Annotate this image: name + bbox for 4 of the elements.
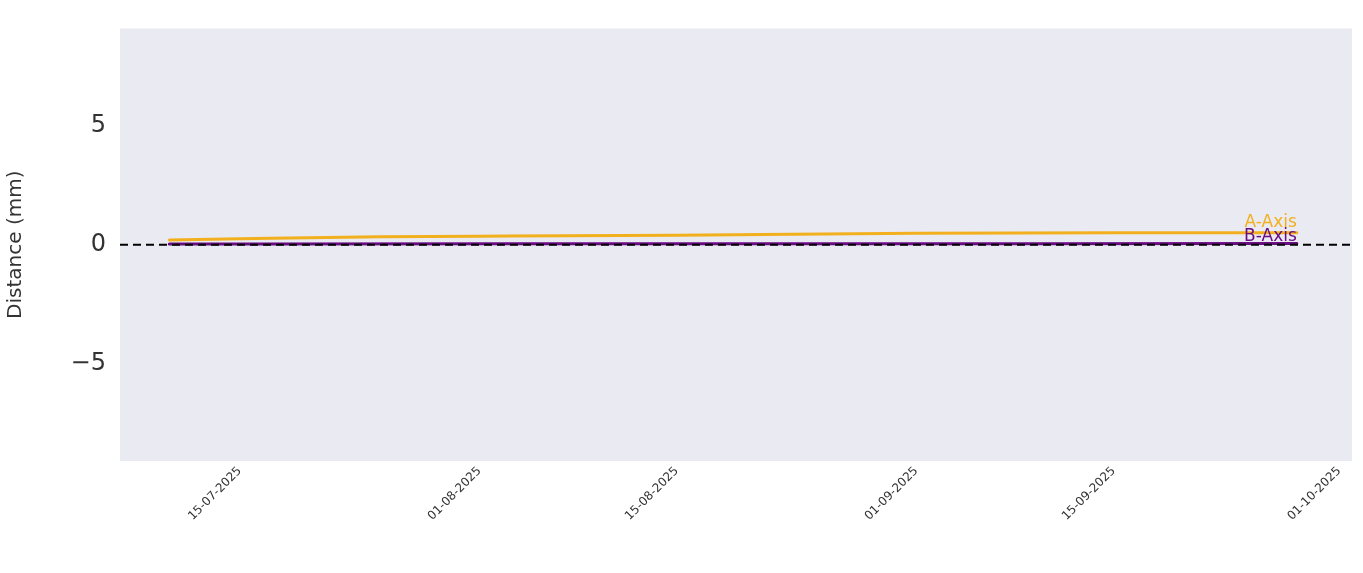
y-axis-title: Distance (mm) — [2, 170, 27, 319]
y-tick-label: 5 — [90, 110, 106, 139]
y-tick-label: −5 — [70, 347, 106, 376]
y-tick-label: 0 — [90, 228, 106, 257]
